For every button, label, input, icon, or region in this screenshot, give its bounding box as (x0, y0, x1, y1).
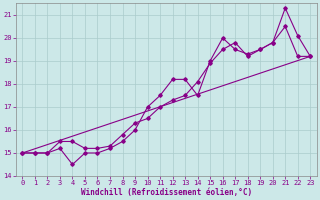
X-axis label: Windchill (Refroidissement éolien,°C): Windchill (Refroidissement éolien,°C) (81, 188, 252, 197)
